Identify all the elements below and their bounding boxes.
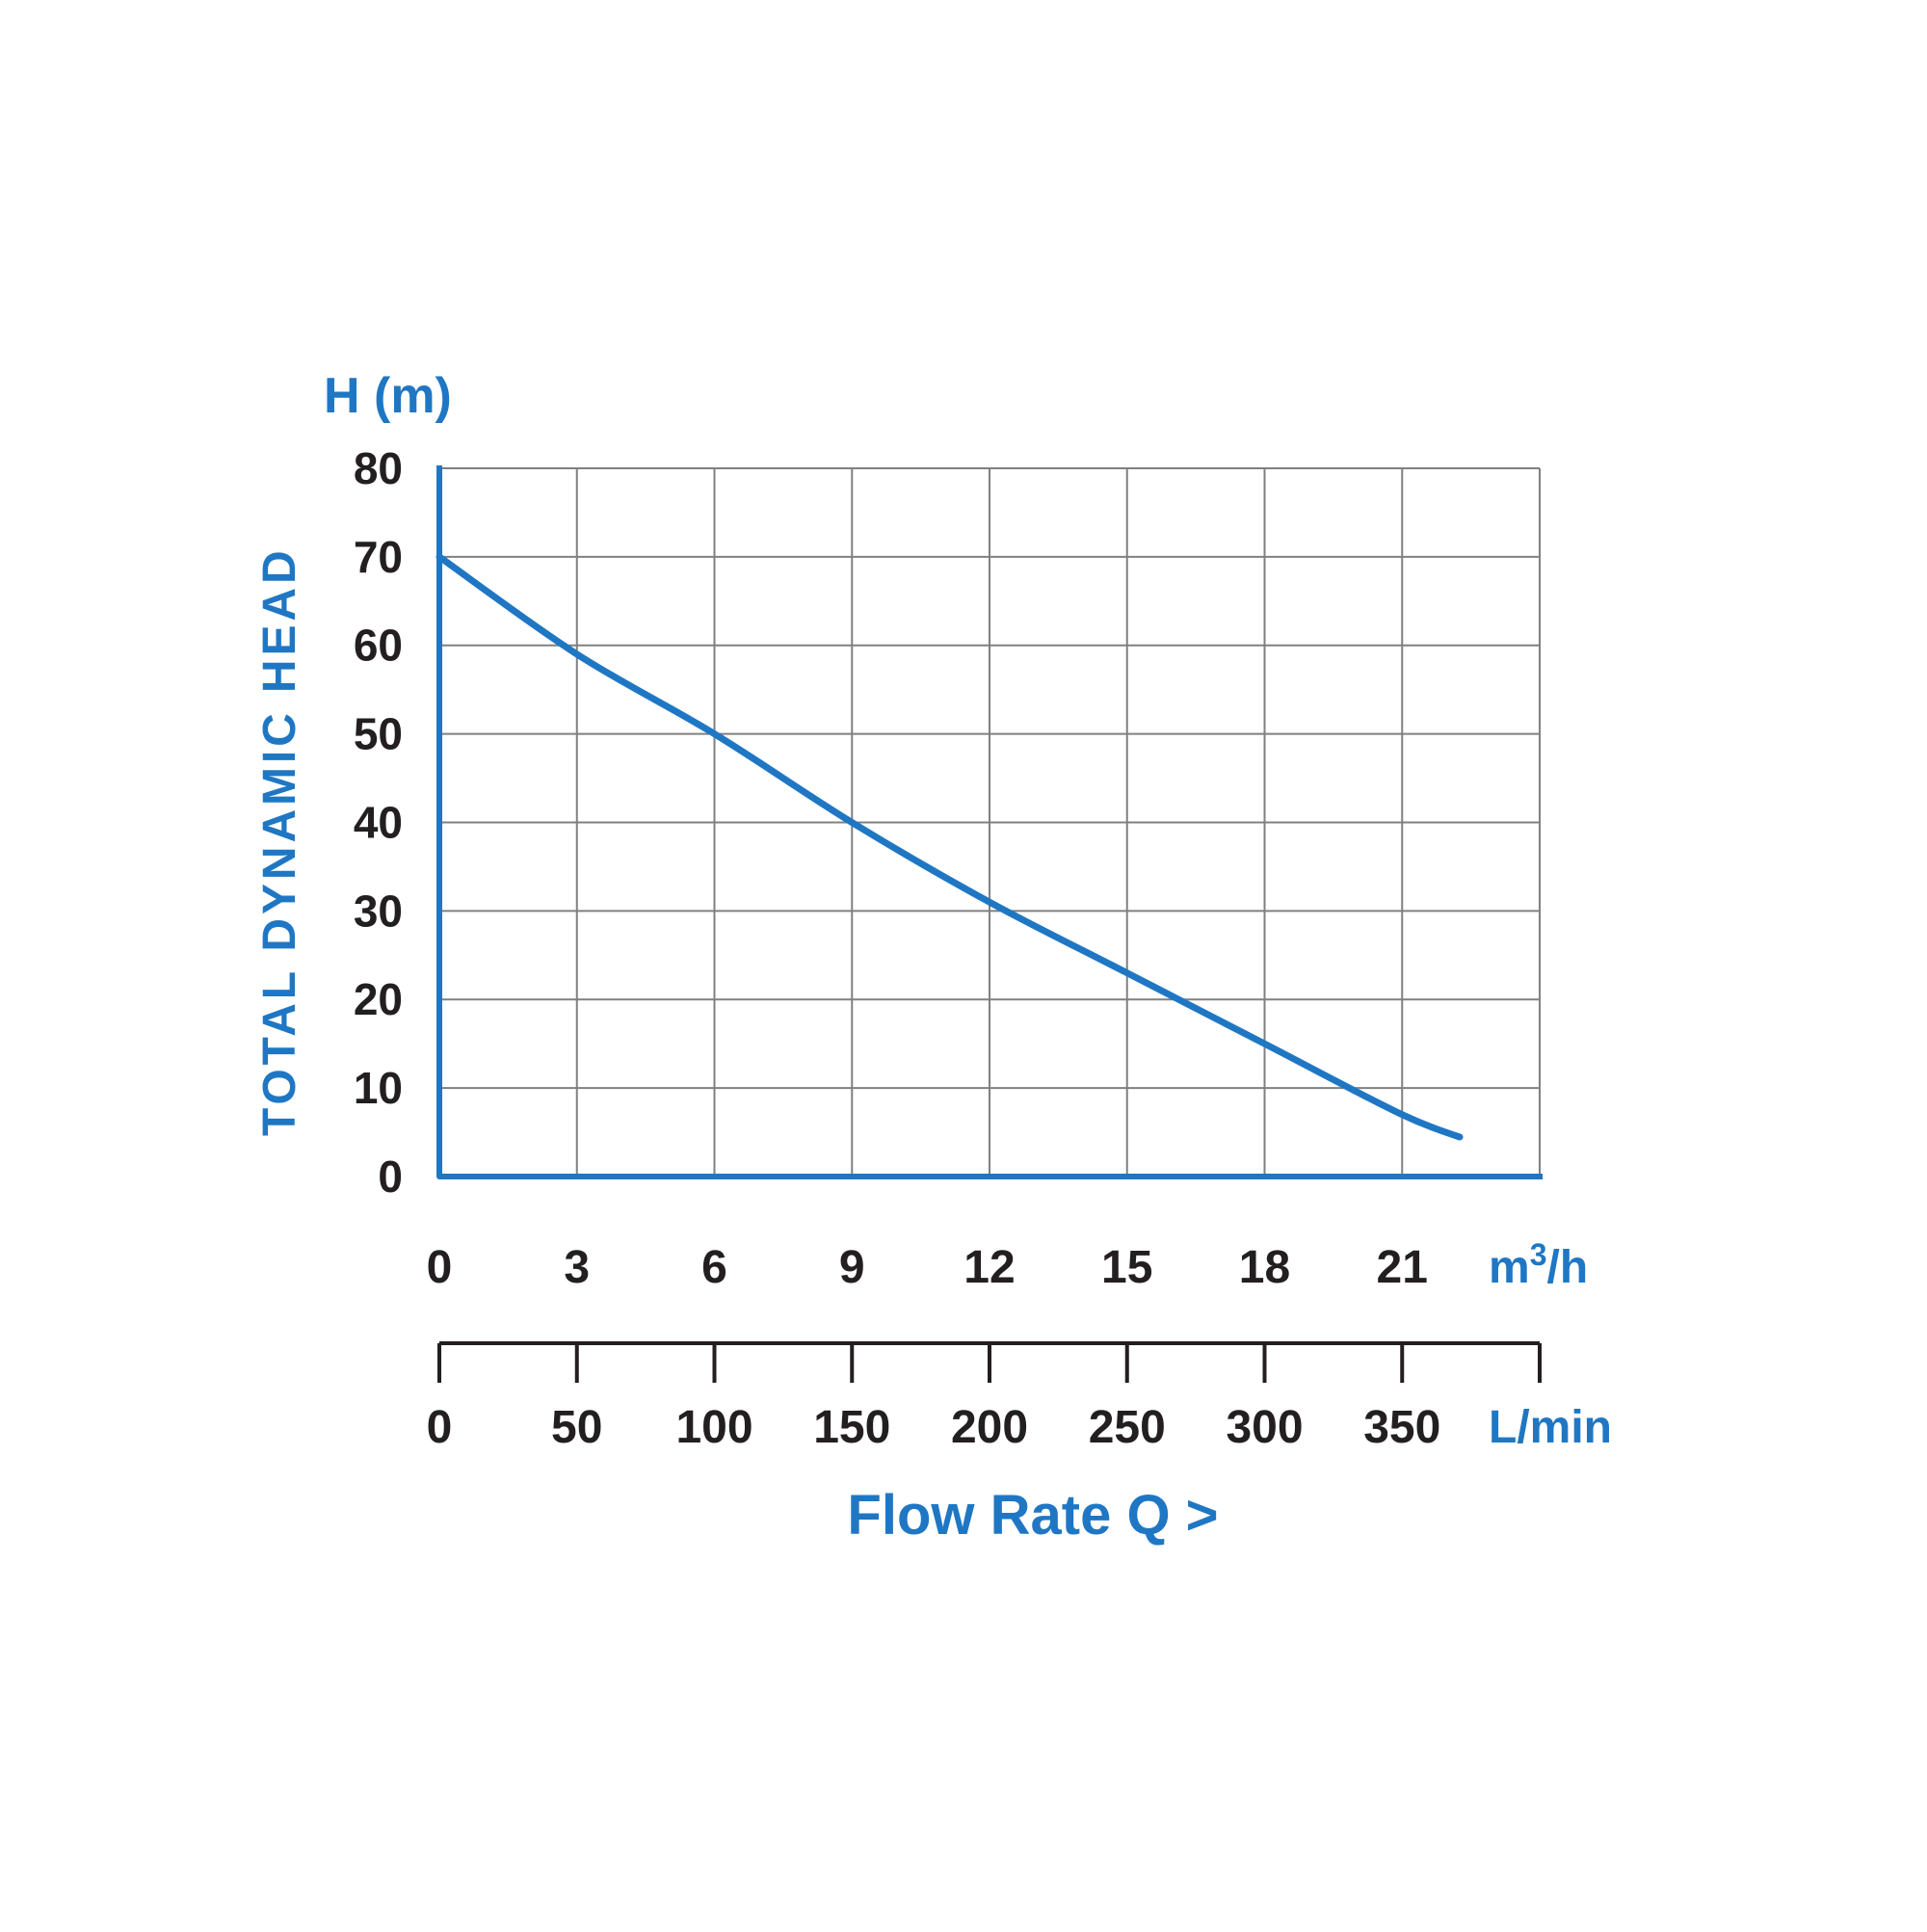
svg-text:6: 6 xyxy=(701,1242,727,1293)
svg-text:350: 350 xyxy=(1363,1402,1440,1453)
svg-text:10: 10 xyxy=(354,1063,403,1113)
svg-text:H (m): H (m) xyxy=(324,368,452,424)
svg-text:300: 300 xyxy=(1226,1402,1303,1453)
svg-text:TOTAL DYNAMIC HEAD: TOTAL DYNAMIC HEAD xyxy=(254,546,305,1136)
svg-text:9: 9 xyxy=(839,1242,865,1293)
svg-text:m3/h: m3/h xyxy=(1489,1237,1588,1293)
svg-text:60: 60 xyxy=(354,621,403,671)
svg-text:0: 0 xyxy=(427,1402,453,1453)
svg-text:40: 40 xyxy=(354,798,403,848)
svg-text:80: 80 xyxy=(354,443,403,493)
svg-text:15: 15 xyxy=(1101,1242,1152,1293)
svg-text:L/min: L/min xyxy=(1489,1402,1612,1453)
svg-text:Flow Rate Q >: Flow Rate Q > xyxy=(847,1484,1218,1547)
svg-text:12: 12 xyxy=(964,1242,1015,1293)
svg-text:30: 30 xyxy=(354,886,403,936)
svg-text:70: 70 xyxy=(354,532,403,582)
svg-text:250: 250 xyxy=(1089,1402,1166,1453)
svg-text:200: 200 xyxy=(951,1402,1028,1453)
svg-text:50: 50 xyxy=(551,1402,602,1453)
svg-text:3: 3 xyxy=(564,1242,590,1293)
svg-text:18: 18 xyxy=(1239,1242,1290,1293)
svg-text:150: 150 xyxy=(813,1402,890,1453)
svg-text:0: 0 xyxy=(427,1242,453,1293)
svg-text:0: 0 xyxy=(378,1151,403,1202)
svg-text:21: 21 xyxy=(1377,1242,1428,1293)
svg-text:20: 20 xyxy=(354,974,403,1024)
svg-text:50: 50 xyxy=(354,709,403,759)
svg-text:100: 100 xyxy=(675,1402,752,1453)
